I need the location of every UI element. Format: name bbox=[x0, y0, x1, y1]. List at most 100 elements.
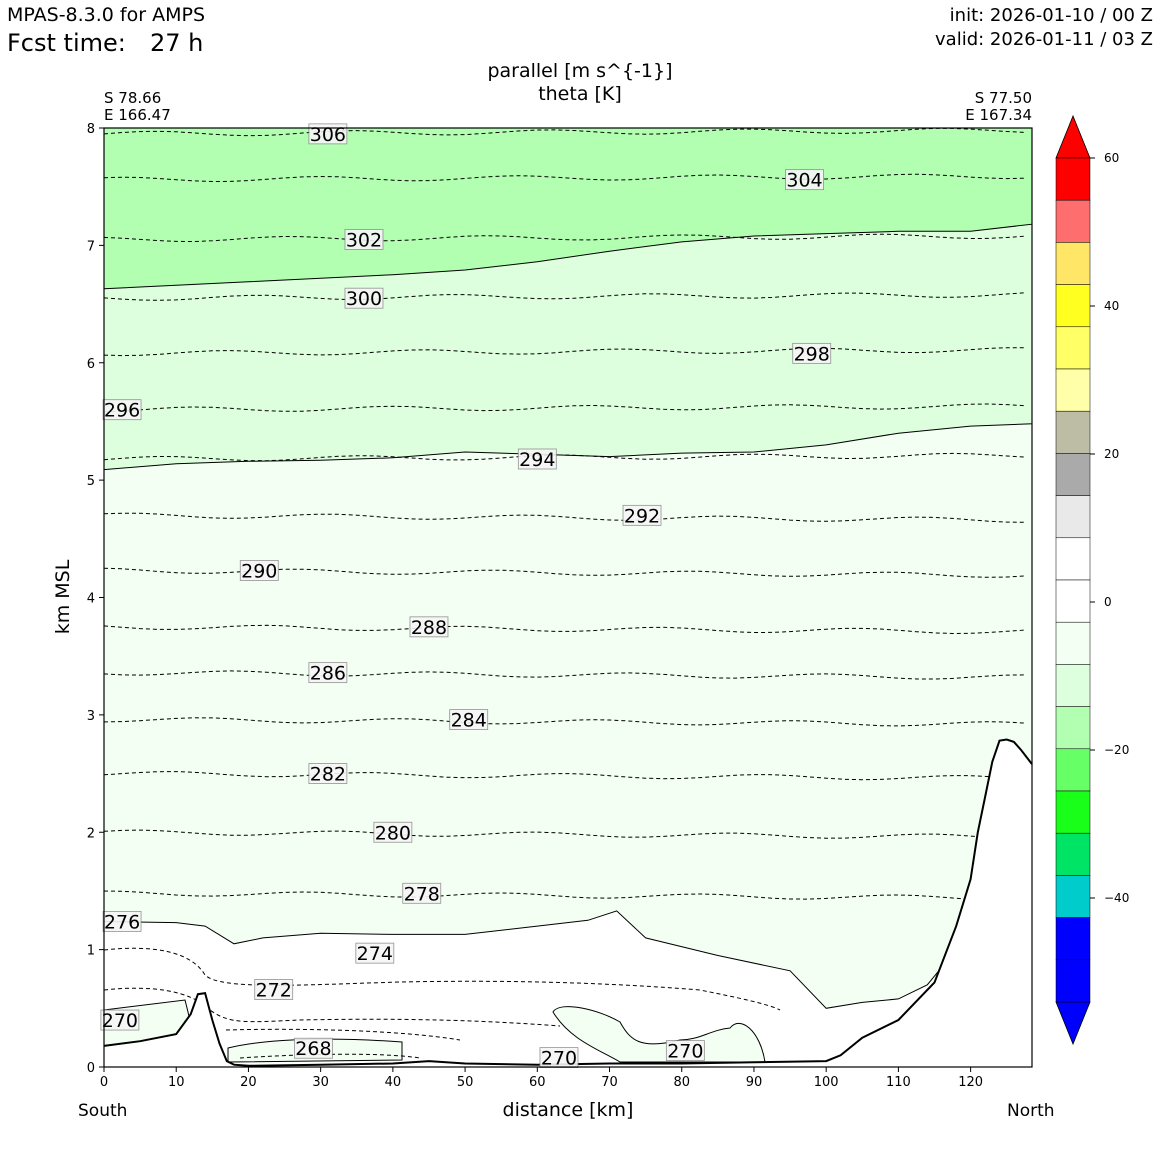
contour-label: 280 bbox=[375, 822, 411, 844]
x-tick-label: 90 bbox=[746, 1075, 763, 1090]
patch-near-surface bbox=[552, 1006, 766, 1063]
contour-label-box bbox=[344, 287, 384, 309]
x-tick-label: 20 bbox=[240, 1075, 257, 1090]
contour-label: 282 bbox=[310, 764, 346, 786]
contour-label-box bbox=[308, 662, 348, 684]
colorbar-segment bbox=[1055, 664, 1091, 707]
colorbar-bottom-arrow bbox=[1055, 1001, 1091, 1046]
colorbar-tick-label: −40 bbox=[1104, 891, 1129, 905]
contour-label: 292 bbox=[624, 505, 660, 527]
x-tick-label: 40 bbox=[385, 1075, 402, 1090]
chart-title-line2: theta [K] bbox=[538, 83, 622, 105]
contour-label-box bbox=[792, 342, 832, 364]
north-label: North bbox=[1007, 1101, 1055, 1121]
contour-label: 290 bbox=[241, 561, 277, 583]
contour-label-box bbox=[102, 399, 142, 421]
theta-contour-low-3 bbox=[239, 1053, 421, 1059]
contour-label-box bbox=[402, 882, 442, 904]
colorbar-top-arrow bbox=[1055, 114, 1091, 159]
colorbar-segment bbox=[1055, 579, 1091, 623]
contour-label: 284 bbox=[451, 710, 487, 732]
x-tick-label: 10 bbox=[168, 1075, 185, 1090]
contour-label-box bbox=[254, 979, 294, 1000]
colorbar-segment bbox=[1055, 410, 1091, 454]
contour-label: 302 bbox=[346, 230, 382, 252]
contour-label-box bbox=[294, 1037, 333, 1059]
colorbar-segment bbox=[1055, 706, 1091, 750]
right-endpoint-lon: E 167.34 bbox=[965, 106, 1032, 124]
contour-label-box bbox=[344, 229, 384, 250]
terrain-line bbox=[103, 738, 1033, 1067]
contour-label: 270 bbox=[102, 1010, 138, 1032]
x-tick-label: 60 bbox=[529, 1075, 546, 1090]
x-axis-label: distance [km] bbox=[502, 1099, 634, 1121]
colorbar-segment bbox=[1055, 284, 1091, 328]
contour-label-box bbox=[622, 504, 662, 526]
x-tick-label: 0 bbox=[100, 1075, 108, 1090]
colorbar-segment bbox=[1055, 495, 1091, 539]
colorbar-tick-label: −20 bbox=[1104, 743, 1129, 757]
x-tick-label: 100 bbox=[814, 1075, 839, 1090]
contour-label: 300 bbox=[346, 288, 382, 310]
y-tick-label: 2 bbox=[87, 826, 95, 841]
colorbar-segment bbox=[1055, 621, 1091, 665]
contour-label-box bbox=[308, 123, 348, 145]
x-tick-label: 80 bbox=[673, 1075, 690, 1090]
colorbar-tick-label: 60 bbox=[1104, 151, 1119, 165]
colorbar-segment bbox=[1055, 368, 1091, 412]
contour-label-box bbox=[373, 821, 413, 843]
contour-label: 304 bbox=[786, 170, 822, 192]
y-tick-label: 6 bbox=[87, 357, 95, 372]
colorbar-segment bbox=[1055, 790, 1091, 834]
colorbar-tick-label: 0 bbox=[1104, 595, 1112, 609]
contour-label: 268 bbox=[295, 1038, 331, 1060]
colorbar-segment bbox=[1055, 157, 1091, 201]
colorbar-tick-label: 20 bbox=[1104, 447, 1119, 461]
y-tick-label: 5 bbox=[87, 474, 95, 489]
contour-label: 306 bbox=[310, 124, 346, 146]
y-tick-label: 4 bbox=[87, 592, 95, 607]
contour-label: 276 bbox=[104, 911, 140, 933]
colorbar-segment bbox=[1055, 453, 1091, 496]
model-title: MPAS-8.3.0 for AMPS bbox=[7, 4, 206, 26]
contour-label: 270 bbox=[541, 1048, 577, 1070]
y-tick-label: 0 bbox=[87, 1061, 95, 1076]
contour-label-box bbox=[100, 1009, 140, 1031]
fcst-time-value: 27 h bbox=[150, 29, 204, 57]
colorbar-segment bbox=[1055, 748, 1091, 792]
south-label: South bbox=[78, 1101, 128, 1121]
chart-title-line1: parallel [m s^{-1}] bbox=[487, 60, 673, 82]
contour-label-box bbox=[665, 1040, 705, 1061]
contour-label-box bbox=[517, 448, 557, 470]
left-endpoint-lat: S 78.66 bbox=[104, 89, 162, 107]
y-tick-label: 3 bbox=[87, 709, 95, 724]
theta-contour-low-2 bbox=[225, 1028, 461, 1041]
contour-label: 296 bbox=[104, 400, 140, 422]
colorbar-segment bbox=[1055, 326, 1091, 370]
contour-label: 270 bbox=[667, 1041, 703, 1063]
valid-time: valid: 2026-01-11 / 03 Z bbox=[935, 29, 1153, 50]
theta-contour-low-1 bbox=[103, 987, 561, 1027]
contour-label: 298 bbox=[794, 343, 830, 365]
y-tick-label: 1 bbox=[87, 944, 95, 959]
colorbar-segment bbox=[1055, 832, 1091, 876]
contour-label-box bbox=[785, 169, 824, 191]
colorbar-segment bbox=[1055, 875, 1091, 918]
left-endpoint-lon: E 166.47 bbox=[104, 106, 171, 124]
colorbar-segment bbox=[1055, 242, 1091, 285]
colorbar-segment bbox=[1055, 959, 1091, 1003]
contour-label-box bbox=[449, 709, 489, 730]
contour-label-box bbox=[308, 763, 348, 784]
contour-label: 286 bbox=[310, 663, 346, 685]
colorbar-tick-label: 40 bbox=[1104, 299, 1119, 313]
x-tick-label: 120 bbox=[958, 1075, 983, 1090]
x-tick-label: 50 bbox=[457, 1075, 474, 1090]
contour-label: 278 bbox=[404, 883, 440, 905]
contour-label-box bbox=[355, 942, 395, 964]
contour-label: 288 bbox=[411, 617, 447, 639]
fcst-time-label: Fcst time: bbox=[7, 29, 126, 57]
y-tick-label: 7 bbox=[87, 239, 95, 254]
terrain-fill bbox=[104, 739, 1032, 1067]
init-time: init: 2026-01-10 / 00 Z bbox=[949, 5, 1153, 26]
